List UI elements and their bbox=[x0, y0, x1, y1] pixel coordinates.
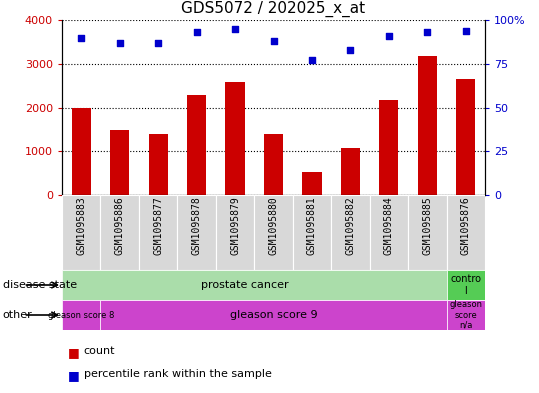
Bar bbox=[293, 195, 331, 270]
Point bbox=[231, 26, 239, 32]
Bar bbox=[216, 195, 254, 270]
Text: count: count bbox=[84, 346, 115, 356]
Text: ■: ■ bbox=[67, 369, 79, 382]
Text: gleason score 8: gleason score 8 bbox=[48, 310, 114, 320]
Point bbox=[384, 33, 393, 39]
Text: GSM1095879: GSM1095879 bbox=[230, 196, 240, 255]
Text: ■: ■ bbox=[67, 346, 79, 359]
Point bbox=[115, 40, 124, 46]
Bar bbox=[100, 195, 139, 270]
Text: contro
l: contro l bbox=[450, 274, 481, 296]
Bar bbox=[149, 134, 168, 195]
Point bbox=[461, 28, 470, 34]
Bar bbox=[418, 56, 437, 195]
Text: GSM1095881: GSM1095881 bbox=[307, 196, 317, 255]
Bar bbox=[62, 195, 100, 270]
Bar bbox=[370, 195, 408, 270]
Text: disease state: disease state bbox=[3, 280, 77, 290]
Text: other: other bbox=[3, 310, 32, 320]
Text: percentile rank within the sample: percentile rank within the sample bbox=[84, 369, 272, 379]
Bar bbox=[187, 95, 206, 195]
Text: GSM1095878: GSM1095878 bbox=[191, 196, 202, 255]
Bar bbox=[177, 195, 216, 270]
Bar bbox=[254, 195, 293, 270]
Text: GSM1095876: GSM1095876 bbox=[461, 196, 471, 255]
Text: GSM1095877: GSM1095877 bbox=[153, 196, 163, 255]
Bar bbox=[379, 100, 398, 195]
Bar bbox=[408, 195, 446, 270]
Bar bbox=[264, 134, 283, 195]
Bar bbox=[331, 195, 370, 270]
Title: GDS5072 / 202025_x_at: GDS5072 / 202025_x_at bbox=[182, 1, 365, 17]
Bar bbox=[456, 79, 475, 195]
Point bbox=[154, 40, 162, 46]
Text: prostate cancer: prostate cancer bbox=[201, 280, 288, 290]
Text: GSM1095880: GSM1095880 bbox=[268, 196, 279, 255]
Bar bbox=[302, 172, 322, 195]
Text: GSM1095884: GSM1095884 bbox=[384, 196, 394, 255]
Bar bbox=[110, 130, 129, 195]
Point bbox=[77, 34, 86, 40]
Bar bbox=[139, 195, 177, 270]
Bar bbox=[341, 148, 360, 195]
Point bbox=[308, 57, 316, 63]
Text: gleason
score
n/a: gleason score n/a bbox=[450, 300, 482, 330]
Bar bbox=[446, 300, 485, 330]
Text: GSM1095883: GSM1095883 bbox=[76, 196, 86, 255]
Text: GSM1095882: GSM1095882 bbox=[345, 196, 355, 255]
Bar bbox=[225, 82, 245, 195]
Bar bbox=[446, 195, 485, 270]
Text: gleason score 9: gleason score 9 bbox=[230, 310, 317, 320]
Point bbox=[192, 29, 201, 35]
Bar bbox=[446, 270, 485, 300]
Bar bbox=[72, 108, 91, 195]
Point bbox=[269, 38, 278, 44]
Point bbox=[423, 29, 432, 35]
Text: GSM1095885: GSM1095885 bbox=[423, 196, 432, 255]
Bar bbox=[100, 300, 446, 330]
Point bbox=[346, 47, 355, 53]
Bar bbox=[62, 300, 100, 330]
Text: GSM1095886: GSM1095886 bbox=[115, 196, 125, 255]
